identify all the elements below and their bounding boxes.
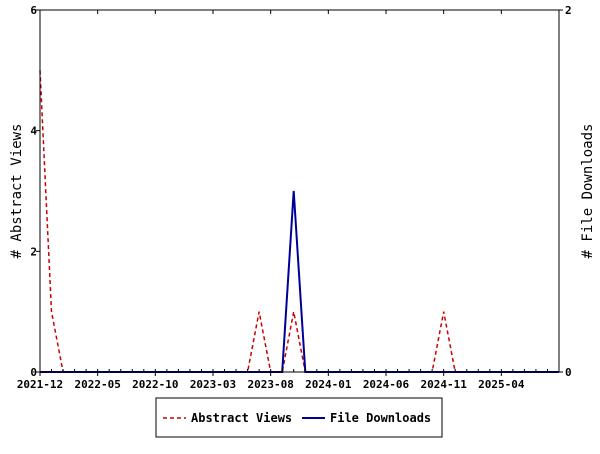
x-tick-label: 2025-04 <box>478 378 525 391</box>
y-right-tick-label: 0 <box>565 366 572 379</box>
y-left-tick-label: 2 <box>30 245 37 258</box>
y-left-tick-label: 0 <box>30 366 37 379</box>
series-line-0 <box>39 70 559 373</box>
x-tick-label: 2021-12 <box>17 378 63 391</box>
x-tick-label: 2023-03 <box>190 378 236 391</box>
y-left-axis-title: # Abstract Views <box>9 124 25 259</box>
y-right-axis-title: # File Downloads <box>580 124 596 259</box>
y-right-tick-label: 2 <box>565 4 572 17</box>
x-tick-label: 2024-11 <box>420 378 467 391</box>
x-tick-label: 2024-06 <box>363 378 410 391</box>
legend-label-0: Abstract Views <box>191 411 292 425</box>
y-left-tick-label: 4 <box>30 125 37 138</box>
x-tick-label: 2022-10 <box>132 378 178 391</box>
x-tick-label: 2024-01 <box>305 378 352 391</box>
plot-frame <box>39 9 560 373</box>
legend-label-1: File Downloads <box>330 411 431 425</box>
x-tick-label: 2022-05 <box>74 378 120 391</box>
x-tick-label: 2023-08 <box>247 378 293 391</box>
y-left-tick-label: 6 <box>30 4 37 17</box>
legend-box <box>155 397 443 438</box>
